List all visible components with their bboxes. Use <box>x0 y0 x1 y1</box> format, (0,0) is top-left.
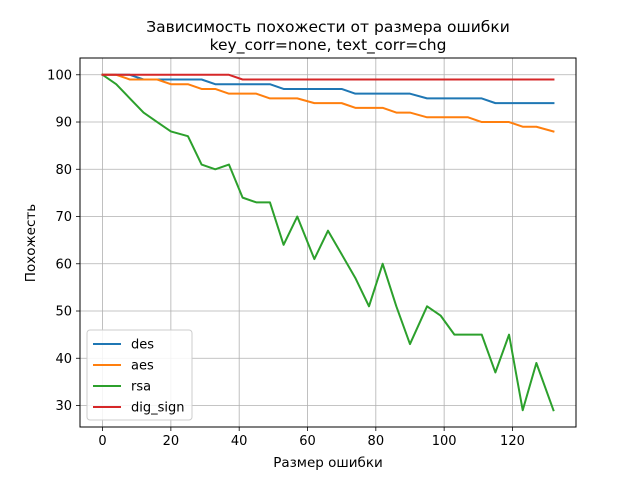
axis-ticks: 0 20 40 60 80 100 120 30 40 50 60 70 80 90 100 <box>47 68 525 449</box>
plot-frame <box>79 57 577 428</box>
series-line-aes <box>101 73 555 133</box>
x-axis-label: Размер ошибки <box>273 455 383 471</box>
legend-label: rsa <box>131 380 151 395</box>
x-tick-label: 20 <box>163 434 180 449</box>
legend: des aes rsa dig_sign <box>86 329 193 421</box>
legend-box <box>86 329 193 421</box>
x-tick-label: 60 <box>299 434 316 449</box>
legend-label: aes <box>131 359 154 374</box>
y-tick-label: 60 <box>55 257 72 272</box>
y-tick-label: 50 <box>55 305 72 320</box>
x-tick-label: 120 <box>500 434 525 449</box>
x-tick-label: 40 <box>231 434 248 449</box>
x-tick-label: 100 <box>432 434 457 449</box>
legend-label: dig_sign <box>131 401 185 416</box>
x-tick-label: 0 <box>98 434 106 449</box>
y-tick-label: 30 <box>55 399 72 414</box>
y-tick-label: 40 <box>55 352 72 367</box>
y-tick-label: 90 <box>55 116 72 131</box>
y-tick-label: 70 <box>55 210 72 225</box>
series-lines <box>101 73 555 412</box>
chart-title: Зависимость похожести от размера ошибки <box>146 18 510 36</box>
y-axis-label: Похожесть <box>23 204 39 282</box>
chart-subtitle: key_corr=none, text_corr=chg <box>210 36 447 55</box>
x-tick-label: 80 <box>368 434 385 449</box>
series-line-rsa <box>101 73 555 412</box>
series-line-dig-sign <box>101 73 555 81</box>
legend-label: des <box>131 338 154 353</box>
series-line-des <box>101 73 555 105</box>
y-tick-label: 80 <box>55 163 72 178</box>
y-tick-label: 100 <box>47 68 72 83</box>
